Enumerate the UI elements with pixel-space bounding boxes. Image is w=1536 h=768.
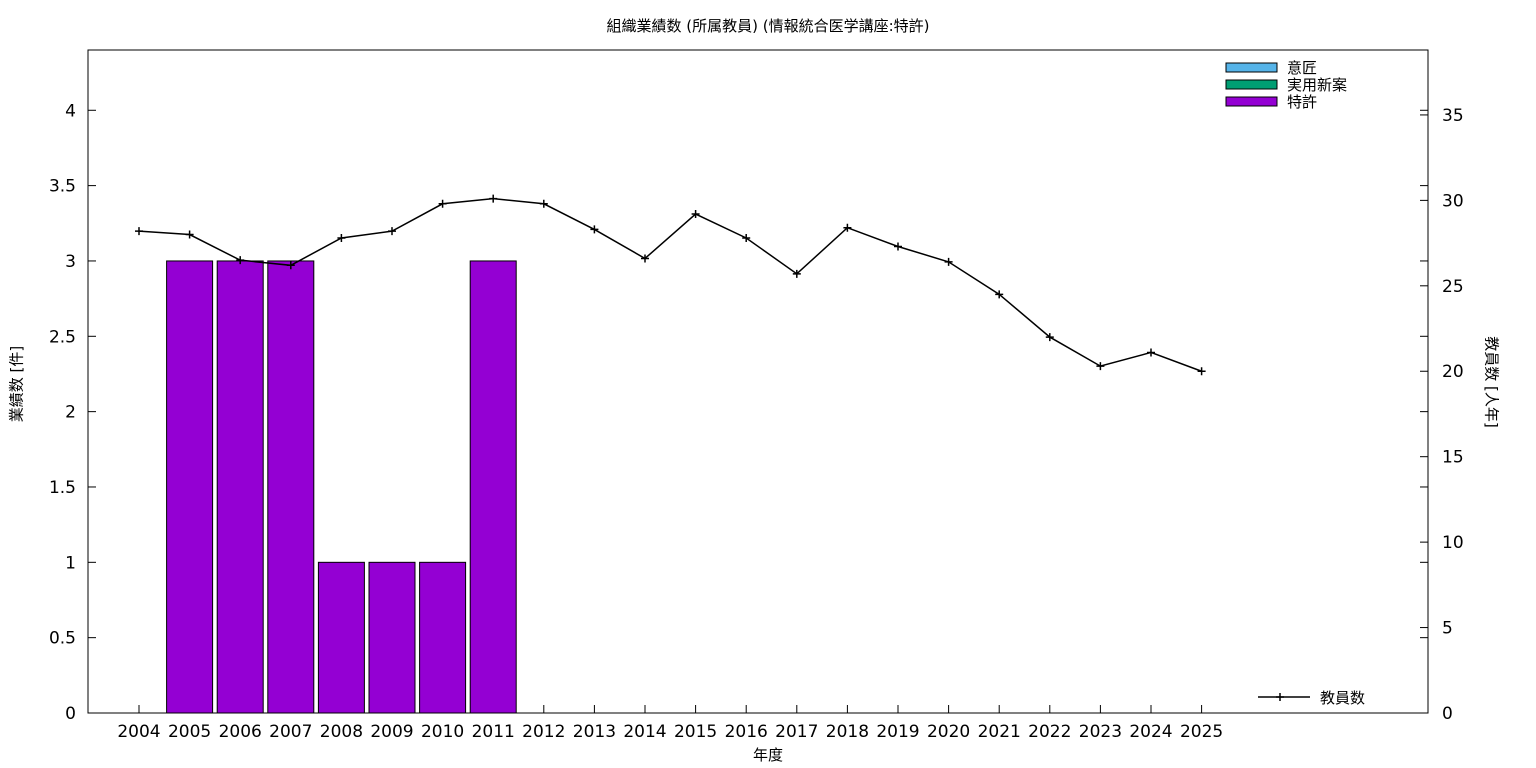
legend-label: 実用新案: [1287, 76, 1347, 94]
legend-swatch: [1225, 96, 1278, 107]
legend-label: 意匠: [1287, 59, 1317, 77]
point-2014: [641, 254, 649, 263]
point-2004: [135, 227, 143, 236]
x-tick-label: 2025: [1180, 722, 1223, 742]
point-2025: [1197, 367, 1206, 376]
x-tick-label: 2023: [1079, 722, 1122, 742]
x-tick-label: 2021: [978, 722, 1021, 742]
point-2006: [236, 256, 245, 265]
point-2016: [742, 233, 751, 242]
point-2023: [1096, 362, 1105, 371]
point-2021: [995, 290, 1004, 299]
y2-tick-label: 25: [1442, 277, 1464, 297]
y-tick-label: 3.5: [49, 177, 76, 197]
bar-2005: [166, 260, 214, 714]
x-tick-label: 2017: [775, 722, 818, 742]
bar-2006: [216, 260, 264, 714]
x-tick-label: 2012: [522, 722, 565, 742]
x-tick-label: 2011: [472, 722, 515, 742]
point-2005: [185, 230, 194, 239]
y2-tick-label: 30: [1442, 191, 1464, 211]
x-tick-label: 2005: [168, 722, 211, 742]
point-2011: [489, 194, 498, 203]
plot-frame: [87, 49, 1429, 714]
bar-2010: [419, 561, 467, 714]
x-tick-label: 2024: [1129, 722, 1172, 742]
x-tick-label: 2020: [927, 722, 970, 742]
y2-tick-label: 5: [1442, 619, 1453, 639]
y2-tick-label: 20: [1442, 362, 1464, 382]
y-tick-label: 2: [65, 403, 76, 423]
x-tick-label: 2007: [269, 722, 312, 742]
point-2017: [792, 269, 801, 278]
y-tick-label: 1.5: [49, 478, 76, 498]
point-2010: [438, 199, 447, 208]
point-2012: [539, 199, 548, 208]
y-tick-label: 3: [65, 252, 76, 272]
x-tick-label: 2010: [421, 722, 464, 742]
x-tick-label: 2006: [219, 722, 262, 742]
y-tick-label: 1: [65, 553, 76, 573]
legend-marker: [1276, 693, 1284, 701]
bar-2007: [267, 260, 315, 714]
x-tick-label: 2022: [1028, 722, 1071, 742]
y-tick-label: 0: [65, 704, 76, 724]
x-tick-label: 2009: [370, 722, 413, 742]
x-tick-label: 2008: [320, 722, 363, 742]
y-tick-label: 0.5: [49, 629, 76, 649]
line-teachers: [138, 197, 1202, 372]
x-tick-label: 2013: [573, 722, 616, 742]
x-tick-label: 2018: [826, 722, 869, 742]
point-2009: [388, 227, 396, 236]
bar-2008: [317, 561, 365, 714]
y2-tick-label: 0: [1442, 704, 1453, 724]
legend-label: 特許: [1287, 93, 1317, 111]
point-2020: [944, 257, 953, 266]
bar-2011: [469, 260, 517, 714]
legend-label: 教員数: [1320, 689, 1365, 707]
legend-swatch: [1225, 62, 1278, 73]
legend-swatch: [1225, 79, 1278, 90]
x-tick-label: 2015: [674, 722, 717, 742]
point-2007: [286, 261, 295, 270]
x-tick-label: 2004: [117, 722, 160, 742]
point-2008: [337, 233, 346, 242]
y2-tick-label: 10: [1442, 533, 1464, 553]
bar-2009: [368, 561, 416, 714]
y2-tick-label: 35: [1442, 106, 1464, 126]
point-2024: [1147, 348, 1155, 357]
x-tick-label: 2014: [623, 722, 666, 742]
point-2015: [691, 210, 700, 219]
point-2013: [590, 225, 599, 234]
y-tick-label: 2.5: [49, 327, 76, 347]
x-axis-label: 年度: [752, 746, 783, 764]
y2-tick-label: 15: [1442, 448, 1464, 468]
y-tick-label: 4: [65, 101, 76, 121]
point-2019: [894, 242, 902, 251]
x-tick-label: 2016: [725, 722, 768, 742]
x-tick-label: 2019: [876, 722, 919, 742]
point-2018: [843, 223, 852, 232]
point-2022: [1045, 333, 1054, 342]
chart-title: 組織業績数 (所属教員) (情報統合医学講座:特許): [606, 17, 930, 35]
